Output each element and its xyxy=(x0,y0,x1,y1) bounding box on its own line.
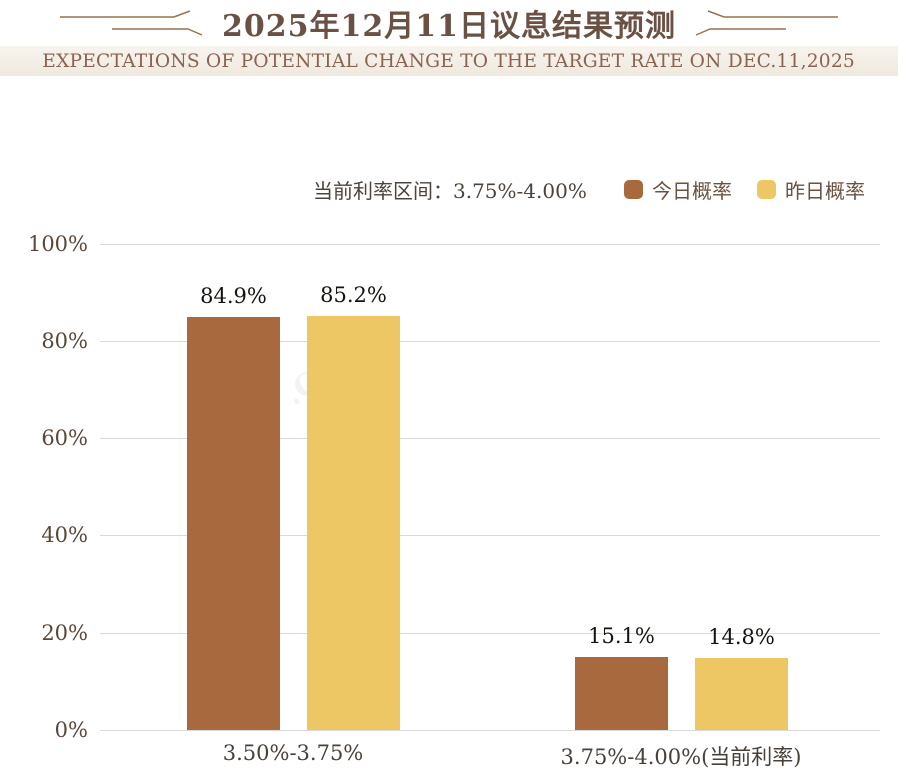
legend-label-today: 今日概率 xyxy=(652,179,732,203)
bar-value-label: 84.9% xyxy=(200,284,267,308)
yesterday-swatch-icon xyxy=(757,180,776,199)
plot-area: 100% 80% 60% 40% 20% 0% .COM .COM 84.9% … xyxy=(28,232,880,742)
bar-group2-today: 15.1% xyxy=(575,624,668,730)
page-title: 2025年12月11日议息结果预测 xyxy=(222,9,676,44)
gridline-60 xyxy=(100,438,880,439)
legend-item-yesterday: 昨日概率 xyxy=(757,175,865,204)
bar-today-350-375 xyxy=(187,317,280,730)
bar-group2-yesterday: 14.8% xyxy=(695,625,788,730)
bar-yesterday-350-375 xyxy=(307,316,400,730)
gridline-80 xyxy=(100,341,880,342)
ytick-80: 80% xyxy=(41,329,88,353)
current-rate-annotation: 当前利率区间：3.75%-4.00% xyxy=(313,179,587,203)
ytick-60: 60% xyxy=(41,426,88,450)
gridline-20 xyxy=(100,633,880,634)
left-flourish-icon xyxy=(60,10,203,36)
bar-yesterday-375-400 xyxy=(695,658,788,730)
legend-label-yesterday: 昨日概率 xyxy=(785,179,865,203)
page-subtitle: EXPECTATIONS OF POTENTIAL CHANGE TO THE … xyxy=(42,50,856,72)
gridline-0 xyxy=(100,730,880,731)
xaxis-label-350-375: 3.50%-3.75% xyxy=(222,741,364,765)
bar-today-375-400 xyxy=(575,657,668,730)
gridline-40 xyxy=(100,535,880,536)
legend-item-today: 今日概率 xyxy=(624,175,732,204)
header: 2025年12月11日议息结果预测 xyxy=(0,0,898,46)
subtitle-band: EXPECTATIONS OF POTENTIAL CHANGE TO THE … xyxy=(0,46,898,76)
right-flourish-icon xyxy=(695,10,838,36)
bar-group1-yesterday: 85.2% xyxy=(307,283,400,730)
bar-value-label: 14.8% xyxy=(708,625,775,649)
ytick-20: 20% xyxy=(41,621,88,645)
bar-value-label: 15.1% xyxy=(588,624,655,648)
gridline-100 xyxy=(100,244,880,245)
today-swatch-icon xyxy=(624,180,643,199)
ytick-0: 0% xyxy=(54,718,88,742)
bar-group1-today: 84.9% xyxy=(187,284,280,730)
ytick-40: 40% xyxy=(41,523,88,547)
ytick-100: 100% xyxy=(27,232,88,256)
xaxis-label-375-400: 3.75%-4.00%(当前利率) xyxy=(560,745,802,769)
bar-value-label: 85.2% xyxy=(320,283,387,307)
